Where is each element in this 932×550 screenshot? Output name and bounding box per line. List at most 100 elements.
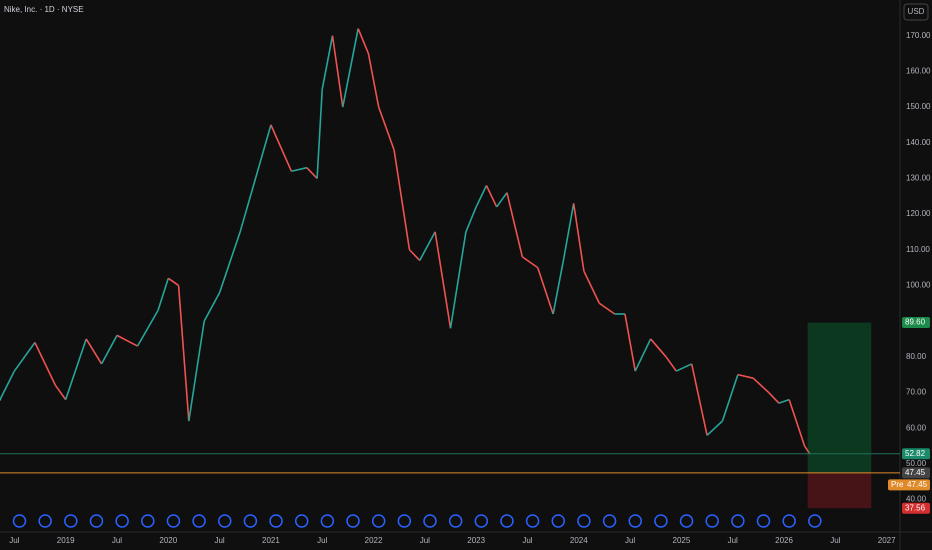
y-tick-label: 70.00 bbox=[906, 388, 927, 397]
event-icon bbox=[500, 514, 514, 528]
event-icon bbox=[12, 514, 27, 528]
x-tick-label: Jul bbox=[112, 536, 122, 545]
x-tick-label: Jul bbox=[317, 536, 327, 545]
price-segment bbox=[167, 277, 180, 287]
price-segment bbox=[721, 374, 739, 422]
y-tick-label: 60.00 bbox=[906, 423, 927, 432]
x-tick-label: 2019 bbox=[57, 536, 75, 545]
event-icon bbox=[320, 514, 335, 528]
price-segment bbox=[291, 166, 308, 173]
event-icon bbox=[602, 514, 617, 528]
price-segment bbox=[634, 338, 652, 372]
event-icon bbox=[166, 514, 181, 528]
price-segment bbox=[377, 106, 395, 151]
price-segment bbox=[690, 363, 708, 436]
premarket-box bbox=[888, 479, 930, 491]
y-tick-label: 160.00 bbox=[906, 66, 931, 75]
event-icon bbox=[679, 514, 694, 528]
price-segment bbox=[0, 370, 16, 400]
event-icon bbox=[397, 514, 412, 528]
price-segment bbox=[624, 313, 637, 372]
price-segment bbox=[737, 373, 754, 379]
y-tick-label: 40.00 bbox=[906, 495, 927, 504]
event-icon bbox=[141, 514, 155, 528]
price-segment bbox=[552, 260, 565, 315]
event-icon bbox=[269, 514, 283, 528]
price-segment bbox=[306, 167, 318, 179]
y-tick-label: 120.00 bbox=[906, 209, 931, 218]
event-icon bbox=[654, 514, 668, 528]
currency-button[interactable] bbox=[903, 3, 929, 21]
price-segment bbox=[803, 445, 811, 455]
profit-zone bbox=[807, 322, 872, 473]
y-tick-label: 140.00 bbox=[906, 138, 931, 147]
y-tick-label: 130.00 bbox=[906, 174, 931, 183]
price-segment bbox=[270, 124, 293, 172]
x-tick-label: 2021 bbox=[262, 536, 280, 545]
chart-title: Nike, Inc. · 1D · NYSE bbox=[4, 5, 84, 14]
price-segment bbox=[675, 363, 693, 372]
y-tick-label: 80.00 bbox=[906, 352, 927, 361]
x-tick-label: 2020 bbox=[159, 536, 177, 545]
event-icon bbox=[474, 514, 489, 528]
x-tick-label: 2025 bbox=[673, 536, 691, 545]
stop-label-box bbox=[902, 502, 930, 514]
y-tick-label: 170.00 bbox=[906, 31, 931, 40]
price-segment bbox=[475, 185, 488, 208]
price-segment bbox=[521, 256, 539, 269]
x-tick-label: Jul bbox=[830, 536, 840, 545]
price-segment bbox=[419, 231, 436, 261]
x-tick-label: Jul bbox=[522, 536, 532, 545]
x-tick-label: Jul bbox=[9, 536, 19, 545]
event-icon bbox=[192, 514, 206, 528]
price-segment bbox=[177, 285, 190, 422]
event-icon bbox=[808, 514, 822, 528]
target-label-box bbox=[902, 317, 930, 329]
last-price-label: 52.82 bbox=[905, 449, 926, 458]
price-segment bbox=[536, 267, 554, 315]
x-tick-label: Jul bbox=[728, 536, 738, 545]
price-segment bbox=[706, 420, 724, 436]
plot-area bbox=[0, 28, 900, 509]
price-segment bbox=[85, 338, 103, 365]
price-segment bbox=[650, 338, 667, 358]
event-icon bbox=[551, 514, 566, 528]
last-price-label-box bbox=[902, 448, 930, 460]
price-segment bbox=[485, 185, 498, 208]
event-icon bbox=[705, 514, 719, 528]
price-segment bbox=[316, 89, 324, 179]
price-segment bbox=[188, 320, 206, 422]
event-icon bbox=[115, 514, 129, 528]
price-segment bbox=[341, 28, 359, 108]
price-segment bbox=[434, 231, 452, 329]
event-icon bbox=[243, 514, 258, 528]
price-segment bbox=[34, 342, 57, 386]
price-segment bbox=[768, 391, 780, 404]
entry-label-box bbox=[902, 467, 930, 479]
price-segment bbox=[116, 334, 138, 347]
target-label: 89.60 bbox=[905, 318, 926, 327]
price-segment bbox=[506, 192, 524, 258]
axes: Jul 2019 Jul 2020 Jul 2021 Jul 2022 Jul 2023 Jul 20… bbox=[9, 31, 931, 545]
event-icon bbox=[346, 514, 360, 528]
x-tick-label: 2024 bbox=[570, 536, 588, 545]
price-segment bbox=[259, 124, 272, 161]
y-tick-label: 150.00 bbox=[906, 102, 931, 111]
event-icon bbox=[448, 514, 463, 528]
price-segment bbox=[64, 338, 87, 400]
event-icon bbox=[577, 514, 591, 528]
premarket-prefix: Pre bbox=[891, 480, 904, 489]
price-segment bbox=[562, 203, 575, 261]
loss-zone bbox=[807, 472, 872, 509]
price-segment bbox=[752, 377, 770, 394]
price-segment bbox=[331, 35, 344, 108]
event-icon bbox=[731, 514, 745, 528]
price-segment bbox=[572, 203, 585, 272]
x-tick-label: 2023 bbox=[467, 536, 485, 545]
event-icon bbox=[525, 514, 540, 528]
currency[interactable]: USD bbox=[908, 7, 925, 16]
price-segment bbox=[778, 398, 790, 404]
premarket-label: 47.45 bbox=[907, 480, 928, 489]
y-tick-label: 100.00 bbox=[906, 281, 931, 290]
